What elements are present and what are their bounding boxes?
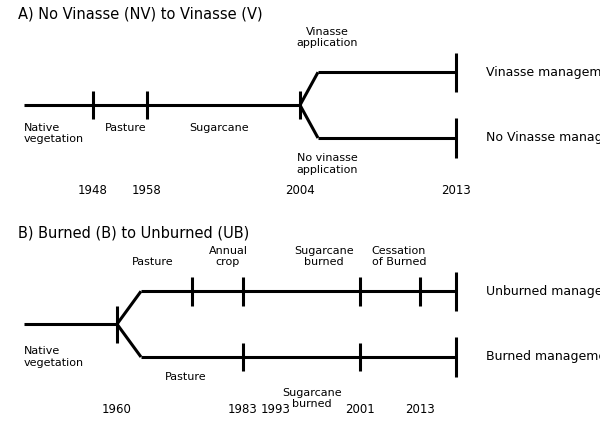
Text: Vinasse
application: Vinasse application [296, 27, 358, 48]
Text: 1983: 1983 [228, 403, 258, 416]
Text: Vinasse management (V): Vinasse management (V) [486, 66, 600, 79]
Text: Pasture: Pasture [105, 123, 146, 133]
Text: 1960: 1960 [102, 403, 132, 416]
Text: Sugarcane
burned: Sugarcane burned [294, 246, 354, 267]
Text: Unburned management (UB): Unburned management (UB) [486, 285, 600, 298]
Text: A) No Vinasse (NV) to Vinasse (V): A) No Vinasse (NV) to Vinasse (V) [18, 7, 263, 21]
Text: B) Burned (B) to Unburned (UB): B) Burned (B) to Unburned (UB) [18, 226, 249, 240]
Text: Cessation
of Burned: Cessation of Burned [372, 246, 426, 267]
Text: Sugarcane
burned: Sugarcane burned [282, 388, 342, 409]
Text: Pasture: Pasture [132, 257, 174, 267]
Text: No vinasse
application: No vinasse application [296, 153, 358, 175]
Text: Annual
crop: Annual crop [209, 246, 248, 267]
Text: 2013: 2013 [405, 403, 435, 416]
Text: Pasture: Pasture [165, 372, 206, 382]
Text: Burned management (B): Burned management (B) [486, 350, 600, 364]
Text: Native
vegetation: Native vegetation [24, 346, 84, 367]
Text: 1993: 1993 [261, 403, 291, 416]
Text: 2013: 2013 [441, 184, 471, 197]
Text: No Vinasse management (NV): No Vinasse management (NV) [486, 131, 600, 145]
Text: 1948: 1948 [78, 184, 108, 197]
Text: 2001: 2001 [345, 403, 375, 416]
Text: Native
vegetation: Native vegetation [24, 123, 84, 144]
Text: 1958: 1958 [132, 184, 162, 197]
Text: 2004: 2004 [285, 184, 315, 197]
Text: Sugarcane: Sugarcane [189, 123, 248, 133]
